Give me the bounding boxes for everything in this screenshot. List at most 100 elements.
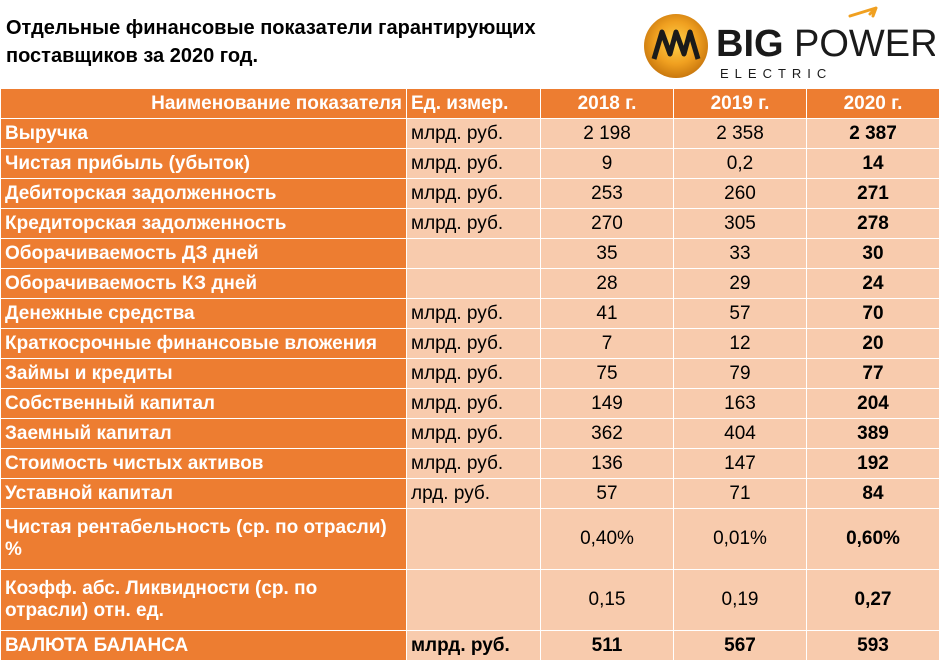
- value-2020-cell: 14: [807, 149, 939, 179]
- header-unit: Ед. измер.: [407, 89, 541, 119]
- unit-cell: млрд. руб.: [407, 389, 541, 419]
- value-2018-cell: 35: [541, 239, 674, 269]
- value-2018-cell: 511: [541, 631, 674, 661]
- indicator-name-cell: ВАЛЮТА БАЛАНСА: [1, 631, 407, 661]
- indicator-name-cell: Уставной капитал: [1, 479, 407, 509]
- indicator-name-cell: Кредиторская задолженность: [1, 209, 407, 239]
- value-2019-cell: 29: [674, 269, 807, 299]
- indicator-name-cell: Дебиторская задолженность: [1, 179, 407, 209]
- table-row: Коэфф. абс. Ликвидности (ср. по отрасли)…: [1, 570, 939, 631]
- unit-cell: [407, 269, 541, 299]
- indicator-name-cell: Оборачиваемость КЗ дней: [1, 269, 407, 299]
- unit-cell: млрд. руб.: [407, 149, 541, 179]
- value-2019-cell: 33: [674, 239, 807, 269]
- value-2019-cell: 567: [674, 631, 807, 661]
- header-year-2020: 2020 г.: [807, 89, 939, 119]
- value-2018-cell: 2 198: [541, 119, 674, 149]
- value-2018-cell: 9: [541, 149, 674, 179]
- indicator-name-cell: Чистая рентабельность (ср. по отрасли) %: [1, 509, 407, 570]
- header-year-2019: 2019 г.: [674, 89, 807, 119]
- logo-emblem-icon: [644, 14, 708, 78]
- value-2020-cell: 0,27: [807, 570, 939, 631]
- header-indicator-name: Наименование показателя: [1, 89, 407, 119]
- unit-cell: млрд. руб.: [407, 329, 541, 359]
- value-2019-cell: 12: [674, 329, 807, 359]
- table-header-row: Наименование показателя Ед. измер. 2018 …: [1, 89, 939, 119]
- indicator-name-cell: Краткосрочные финансовые вложения: [1, 329, 407, 359]
- unit-cell: млрд. руб.: [407, 209, 541, 239]
- value-2019-cell: 0,01%: [674, 509, 807, 570]
- value-2020-cell: 0,60%: [807, 509, 939, 570]
- value-2020-cell: 192: [807, 449, 939, 479]
- logo-power-text: POWER: [794, 23, 935, 65]
- value-2019-cell: 2 358: [674, 119, 807, 149]
- value-2019-cell: 260: [674, 179, 807, 209]
- unit-cell: млрд. руб.: [407, 419, 541, 449]
- indicator-name-cell: Чистая прибыль (убыток): [1, 149, 407, 179]
- value-2018-cell: 149: [541, 389, 674, 419]
- value-2020-cell: 24: [807, 269, 939, 299]
- value-2019-cell: 147: [674, 449, 807, 479]
- indicator-name-cell: Выручка: [1, 119, 407, 149]
- value-2020-cell: 204: [807, 389, 939, 419]
- value-2018-cell: 0,15: [541, 570, 674, 631]
- value-2019-cell: 79: [674, 359, 807, 389]
- value-2018-cell: 253: [541, 179, 674, 209]
- unit-cell: [407, 509, 541, 570]
- value-2019-cell: 305: [674, 209, 807, 239]
- indicator-name-cell: Оборачиваемость ДЗ дней: [1, 239, 407, 269]
- value-2020-cell: 20: [807, 329, 939, 359]
- value-2020-cell: 278: [807, 209, 939, 239]
- value-2019-cell: 404: [674, 419, 807, 449]
- value-2018-cell: 362: [541, 419, 674, 449]
- indicator-name-cell: Коэфф. абс. Ликвидности (ср. по отрасли)…: [1, 570, 407, 631]
- value-2019-cell: 71: [674, 479, 807, 509]
- unit-cell: [407, 570, 541, 631]
- value-2020-cell: 593: [807, 631, 939, 661]
- unit-cell: млрд. руб.: [407, 119, 541, 149]
- unit-cell: [407, 239, 541, 269]
- indicator-name-cell: Стоимость чистых активов: [1, 449, 407, 479]
- unit-cell: лрд. руб.: [407, 479, 541, 509]
- value-2018-cell: 41: [541, 299, 674, 329]
- value-2020-cell: 30: [807, 239, 939, 269]
- unit-cell: млрд. руб.: [407, 449, 541, 479]
- unit-cell: млрд. руб.: [407, 179, 541, 209]
- value-2018-cell: 28: [541, 269, 674, 299]
- logo-arrow-icon: [850, 8, 876, 16]
- unit-cell: млрд. руб.: [407, 299, 541, 329]
- value-2018-cell: 136: [541, 449, 674, 479]
- indicator-name-cell: Займы и кредиты: [1, 359, 407, 389]
- bigpower-logo: BIG POWER ELECTRIC: [640, 4, 935, 84]
- value-2018-cell: 0,40%: [541, 509, 674, 570]
- unit-cell: млрд. руб.: [407, 359, 541, 389]
- value-2018-cell: 75: [541, 359, 674, 389]
- value-2018-cell: 57: [541, 479, 674, 509]
- value-2020-cell: 2 387: [807, 119, 939, 149]
- value-2020-cell: 271: [807, 179, 939, 209]
- value-2019-cell: 0,19: [674, 570, 807, 631]
- value-2018-cell: 7: [541, 329, 674, 359]
- indicator-name-cell: Заемный капитал: [1, 419, 407, 449]
- indicator-name-cell: Денежные средства: [1, 299, 407, 329]
- financial-indicators-table: Наименование показателя Ед. измер. 2018 …: [0, 88, 939, 661]
- value-2020-cell: 77: [807, 359, 939, 389]
- table-row: Чистая рентабельность (ср. по отрасли) %…: [1, 509, 939, 570]
- value-2018-cell: 270: [541, 209, 674, 239]
- value-2020-cell: 70: [807, 299, 939, 329]
- page-title: Отдельные финансовые показатели гарантир…: [6, 14, 616, 70]
- logo-big-text: BIG: [716, 23, 784, 65]
